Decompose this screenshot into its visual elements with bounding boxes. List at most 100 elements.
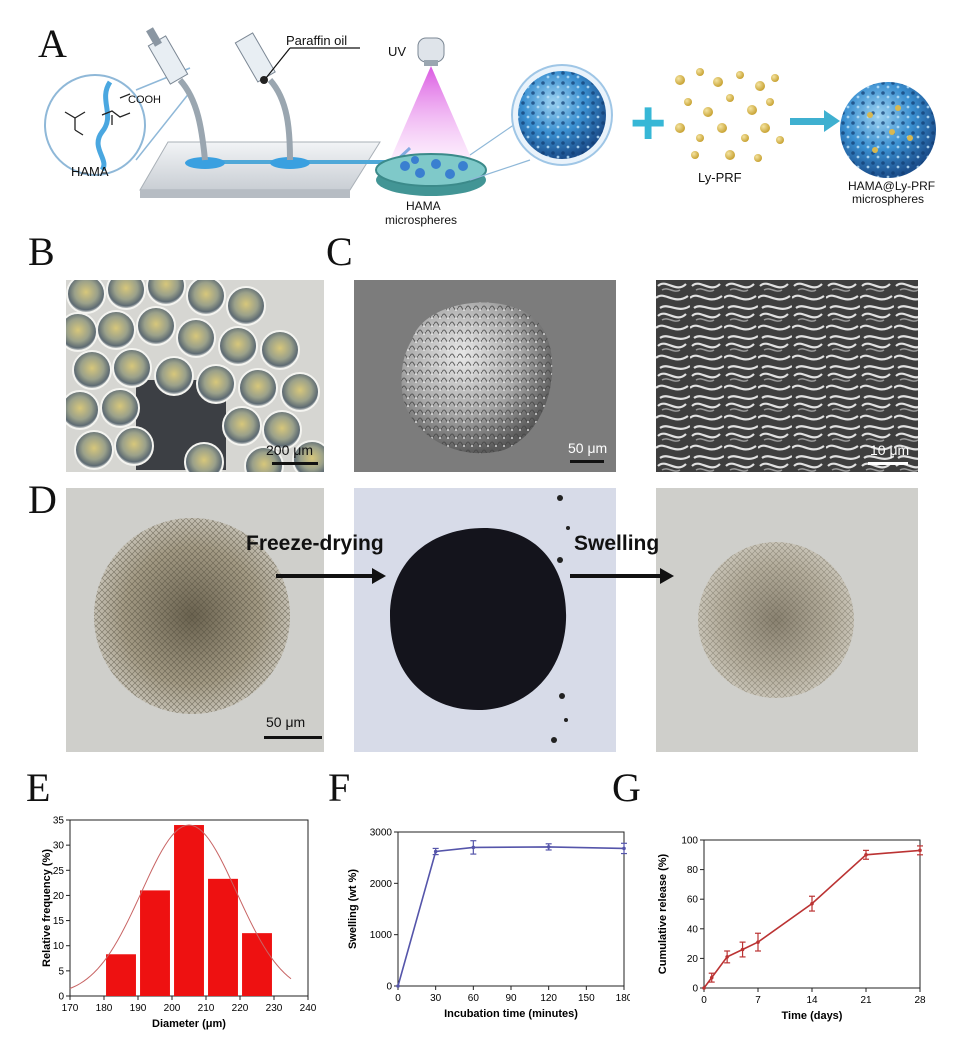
plus-sign: +: [630, 89, 666, 158]
x-tick-label: 180: [96, 1003, 113, 1014]
scale-bar-label-b: 200 μm: [266, 442, 313, 458]
x-tick-label: 60: [468, 993, 480, 1004]
chart-g-cumulative-release: 0 7 14 21 28 0 20 40 60 80 100 Time (days) Cumulativ…: [650, 830, 940, 1040]
optical-micrograph-microspheres: 200 μm: [66, 280, 324, 472]
y-tick-label: 100: [681, 836, 698, 847]
x-axis-label: Incubation time (minutes): [444, 1008, 578, 1020]
data-point: [622, 846, 626, 851]
data-point: [396, 984, 400, 988]
y-tick-label: 0: [692, 984, 698, 995]
data-point: [471, 845, 476, 850]
histogram-bar: [140, 890, 170, 996]
hama-label: HAMA: [71, 164, 109, 179]
x-tick-label: 190: [130, 1003, 147, 1014]
x-axis-label: Time (days): [782, 1010, 843, 1022]
x-tick-label: 210: [198, 1003, 215, 1014]
x-tick-label: 90: [505, 993, 517, 1004]
data-point: [740, 947, 745, 952]
x-tick-label: 240: [300, 1003, 317, 1014]
cooh-label: COOH: [128, 94, 161, 106]
y-tick-label: 25: [53, 866, 65, 877]
x-tick-label: 180: [616, 993, 630, 1004]
fabrication-schematic: COOH HAMA Paraffin oil: [40, 20, 950, 235]
x-tick-label: 7: [755, 995, 761, 1006]
product-label-line2: microspheres: [852, 192, 924, 206]
microfluidic-chip: [139, 27, 412, 198]
arrow-right-icon: [570, 568, 674, 584]
hama-molecule-inset: COOH HAMA: [44, 74, 161, 179]
hama-microspheres-label-line1: HAMA: [406, 199, 441, 213]
y-tick-label: 0: [58, 992, 64, 1003]
data-point: [433, 849, 438, 854]
panel-label-a: A: [38, 21, 67, 66]
y-tick-label: 2000: [370, 879, 393, 890]
petri-dish: [375, 153, 487, 196]
ly-prf-label: Ly-PRF: [698, 170, 742, 185]
y-tick-label: 10: [53, 941, 65, 952]
x-tick-label: 21: [860, 995, 872, 1006]
panel-label-g: G: [612, 765, 641, 810]
y-axis-label: Relative frequency (%): [41, 849, 53, 967]
y-axis-label: Swelling (wt %): [347, 869, 359, 949]
y-tick-label: 0: [386, 982, 392, 993]
scale-bar-c2: [868, 462, 908, 465]
data-point: [810, 901, 814, 906]
x-tick-label: 0: [701, 995, 707, 1006]
sem-image-surface-detail: 10 μm: [656, 280, 918, 472]
y-tick-label: 35: [53, 816, 65, 827]
x-tick-label: 28: [914, 995, 926, 1006]
data-point: [709, 975, 714, 980]
histogram-bar: [208, 878, 238, 996]
microsphere-reswollen: [656, 488, 918, 752]
x-tick-label: 200: [164, 1003, 181, 1014]
sem-image-whole-microsphere: 50 μm: [354, 280, 616, 472]
data-point: [725, 955, 729, 959]
y-tick-label: 5: [58, 966, 64, 977]
freeze-drying-label: Freeze-drying: [246, 532, 384, 555]
panel-label-e: E: [26, 765, 51, 810]
data-point: [864, 853, 868, 857]
chart-f-swelling-ratio: 0 30 60 90 120 150 180 0 1000 2000 3000 Incubation …: [340, 820, 633, 1040]
x-axis-label: Diameter (μm): [152, 1018, 226, 1030]
x-tick-label: 220: [232, 1003, 249, 1014]
x-tick-label: 14: [806, 995, 818, 1006]
x-tick-label: 170: [62, 1003, 79, 1014]
y-tick-label: 30: [53, 841, 65, 852]
y-axis-label: Cumulative release (%): [657, 853, 669, 974]
swelling-label: Swelling: [574, 532, 660, 555]
data-point: [702, 986, 706, 990]
scale-bar-label-d: 50 μm: [266, 714, 306, 730]
data-point: [546, 845, 551, 849]
uv-label: UV: [388, 44, 406, 59]
x-tick-label: 230: [266, 1003, 283, 1014]
scale-bar-label-c1: 50 μm: [568, 440, 608, 456]
arrow-right-icon: [790, 110, 840, 132]
y-tick-label: 15: [53, 916, 65, 927]
ly-prf-loaded-microsphere-icon: [840, 82, 936, 178]
plot-frame: [703, 839, 921, 989]
y-tick-label: 80: [687, 865, 699, 876]
data-point: [918, 848, 922, 853]
plot-frame: [397, 831, 625, 987]
porous-microsphere-icon: [511, 64, 613, 166]
histogram-bar: [242, 933, 272, 996]
y-tick-label: 40: [687, 924, 699, 935]
panel-label-f: F: [328, 765, 351, 810]
scale-bar-c1: [570, 460, 604, 463]
panel-label-c: C: [326, 229, 353, 274]
scale-bar-b: [272, 462, 318, 465]
chart-e-diameter-distribution: 170 180 190 200 210 220 230 240 0 5 10 15 20 25 30 35 Di…: [36, 808, 326, 1040]
scale-bar-label-c2: 10 μm: [870, 442, 910, 458]
ly-prf-beads-icon: [675, 68, 784, 162]
microsphere-hydrated: 50 μm: [66, 488, 324, 752]
series-line: [397, 846, 625, 987]
scale-bar-d: [264, 736, 322, 739]
y-tick-label: 1000: [370, 930, 393, 941]
x-tick-label: 120: [540, 993, 557, 1004]
gaussian-fit-curve: [69, 824, 292, 989]
uv-lamp-icon: [390, 37, 472, 160]
histogram-bar: [174, 825, 204, 996]
paraffin-oil-label: Paraffin oil: [286, 33, 347, 48]
panel-label-d: D: [28, 477, 57, 522]
hama-microspheres-label-line2: microspheres: [385, 213, 457, 227]
